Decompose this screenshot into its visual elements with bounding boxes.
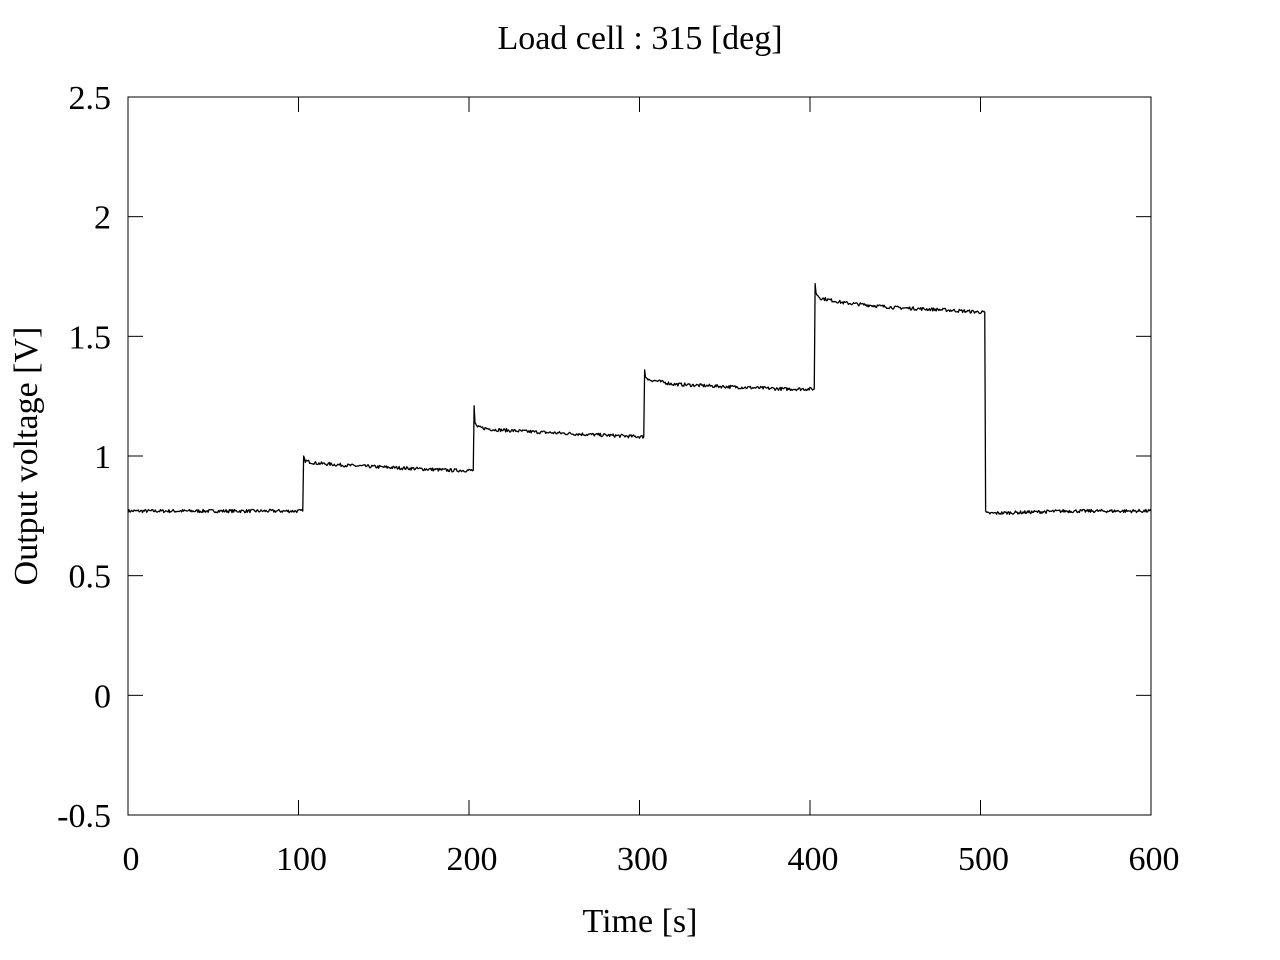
- x-axis-title: Time [s]: [583, 903, 698, 940]
- x-tick-label: 200: [447, 841, 498, 878]
- y-tick-label: -0.5: [57, 798, 111, 835]
- y-tick-label: 2.5: [69, 80, 112, 117]
- y-axis-title: Output voltage [V]: [8, 327, 45, 586]
- y-tick-label: 1: [94, 439, 111, 476]
- series-line: [127, 283, 1152, 516]
- x-tick-label: 300: [617, 841, 668, 878]
- chart-title: Load cell : 315 [deg]: [497, 20, 782, 57]
- x-tick-label: 600: [1129, 841, 1180, 878]
- x-tick-label: 400: [788, 841, 839, 878]
- y-tick-label: 2: [94, 200, 111, 237]
- y-tick-label: 0: [94, 678, 111, 715]
- plot-frame: [127, 96, 1152, 816]
- x-tick-label: 500: [958, 841, 1009, 878]
- x-tick-label: 100: [276, 841, 327, 878]
- x-axis: 0 100 200 300 400 500 600: [123, 97, 1180, 878]
- x-tick-label: 0: [123, 841, 140, 878]
- plot-series: [127, 283, 1152, 516]
- y-axis: -0.5 0 0.5 1 1.5 2 2.5: [57, 80, 1151, 835]
- y-tick-label: 0.5: [69, 559, 112, 596]
- y-tick-label: 1.5: [69, 319, 112, 356]
